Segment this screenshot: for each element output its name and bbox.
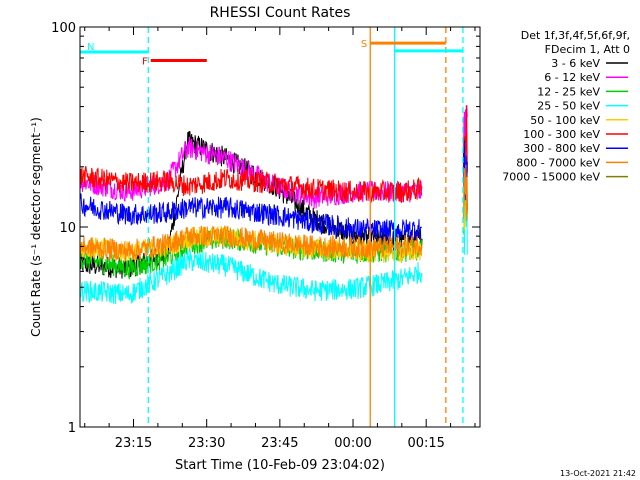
legend-header: FDecim 1, Att 0 bbox=[545, 43, 630, 56]
legend-entry-label: 100 - 300 keV bbox=[523, 128, 600, 141]
x-axis-label: Start Time (10-Feb-09 23:04:02) bbox=[175, 458, 385, 473]
series-line-2 bbox=[79, 228, 423, 280]
legend-header: Det 1f,3f,4f,5f,6f,9f, bbox=[521, 29, 630, 42]
legend-entry-label: 800 - 7000 keV bbox=[516, 156, 600, 169]
series-line-7 bbox=[79, 225, 423, 262]
flag-label: S bbox=[361, 39, 367, 50]
legend-entry-label: 50 - 100 keV bbox=[530, 114, 600, 127]
flag-label: F bbox=[142, 56, 148, 67]
legend-entry-label: 7000 - 15000 keV bbox=[502, 171, 600, 184]
legend-entry-label: 6 - 12 keV bbox=[544, 71, 600, 84]
legend-entry-label: 3 - 6 keV bbox=[551, 57, 600, 70]
legend: Det 1f,3f,4f,5f,6f,9f,FDecim 1, Att 03 -… bbox=[502, 29, 630, 184]
y-tick-label: 10 bbox=[59, 221, 76, 236]
flag-label: N bbox=[87, 42, 94, 53]
x-tick-label: 23:30 bbox=[188, 436, 225, 451]
series-line-6 bbox=[79, 193, 423, 243]
axis-layer: 23:15 23:30 23:45 00:00 00:15 1 10 100 bbox=[51, 21, 480, 451]
y-axis-label: Count Rate (s⁻¹ detector segment⁻¹) bbox=[29, 117, 43, 337]
legend-entry-label: 25 - 50 keV bbox=[537, 100, 600, 113]
x-tick-label: 00:00 bbox=[334, 436, 371, 451]
plot-frame bbox=[79, 26, 481, 428]
x-tick-label: 23:15 bbox=[115, 436, 152, 451]
y-tick-label: 1 bbox=[68, 421, 76, 436]
flag-layer: N F S bbox=[80, 27, 464, 427]
series-line-5 bbox=[79, 165, 423, 203]
y-tick-label: 100 bbox=[51, 21, 76, 36]
series-layer bbox=[79, 105, 468, 305]
series-tail-7 bbox=[462, 164, 468, 222]
timestamp-footer: 13-Oct-2021 21:42 bbox=[560, 469, 636, 478]
legend-entry-label: 300 - 800 keV bbox=[523, 142, 600, 155]
chart-title: RHESSI Count Rates bbox=[210, 5, 351, 21]
x-tick-label: 23:45 bbox=[261, 436, 298, 451]
legend-entry-label: 12 - 25 keV bbox=[537, 85, 600, 98]
series-line-3 bbox=[79, 250, 423, 305]
x-tick-label: 00:15 bbox=[407, 436, 444, 451]
